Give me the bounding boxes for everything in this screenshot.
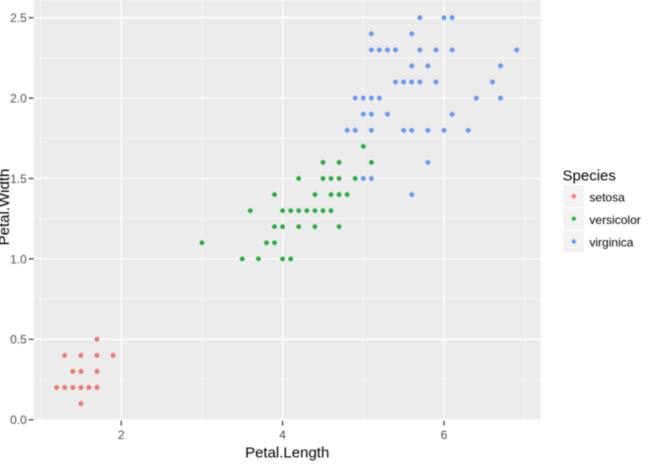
- svg-text:setosa: setosa: [589, 191, 625, 205]
- svg-text:versicolor: versicolor: [589, 213, 640, 227]
- svg-text:Petal.Length: Petal.Length: [245, 444, 329, 461]
- svg-text:Petal.Width: Petal.Width: [0, 169, 13, 246]
- svg-text:0.5: 0.5: [10, 333, 27, 347]
- svg-text:2.5: 2.5: [10, 11, 27, 25]
- svg-text:2: 2: [118, 428, 125, 442]
- svg-text:4: 4: [279, 428, 286, 442]
- svg-text:Species: Species: [563, 167, 616, 184]
- svg-text:1.0: 1.0: [10, 252, 27, 266]
- svg-text:0.0: 0.0: [10, 413, 27, 427]
- svg-text:2.0: 2.0: [10, 92, 27, 106]
- svg-text:6: 6: [441, 428, 448, 442]
- svg-text:1.5: 1.5: [10, 172, 27, 186]
- svg-text:virginica: virginica: [589, 236, 633, 250]
